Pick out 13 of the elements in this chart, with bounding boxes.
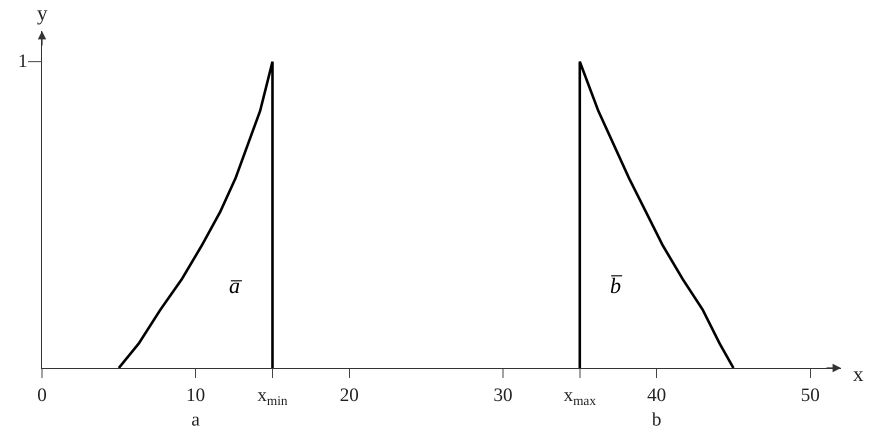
y-axis-title: y [37,1,48,25]
x-tick-label: 0 [37,384,47,406]
x-tick-label: 20 [340,384,359,406]
series-label: a̅ [229,273,242,298]
x-tick-label: 10 a [186,384,206,431]
x-tick-label: 40 b [647,384,666,431]
x-axis-title: x [853,362,864,386]
x-tick-label: 50 [800,384,820,406]
series-label: b̅ [610,273,623,298]
x-tick-label: x$_{min}$ [257,384,288,408]
x-tick-label: 30 [493,384,512,406]
text: 1 [18,51,28,72]
x-tick-label: x$_{max}$ [564,384,596,408]
